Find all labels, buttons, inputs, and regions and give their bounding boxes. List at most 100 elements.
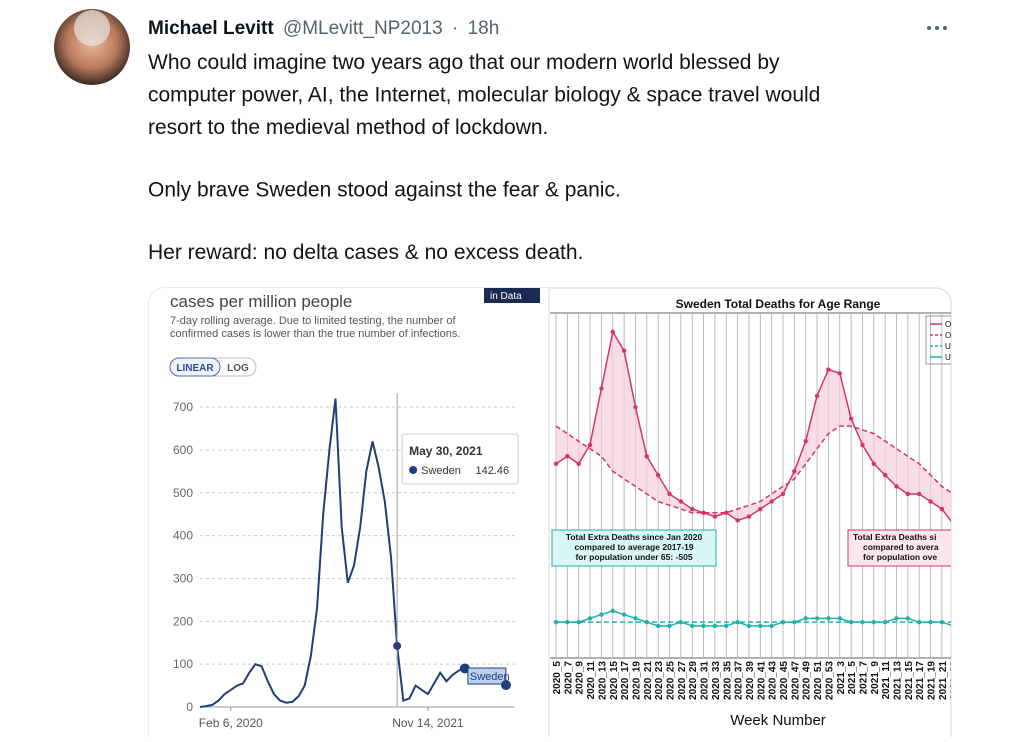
author-handle[interactable]: @MLevitt_NP2013 [283,18,443,39]
y-tick-label: 100 [173,657,193,671]
more-menu[interactable] [927,26,947,30]
annotation-box [847,529,951,567]
x-tick-label: 2020_47 [790,661,801,700]
legend-label: U [945,353,951,362]
end-label-bg [467,667,507,685]
author-name[interactable]: Michael Levitt [148,18,274,39]
series-point [780,619,786,625]
series-point [848,416,854,421]
tooltip-value: 142.46 [475,465,509,477]
end-label: Sweden [470,671,510,683]
series-point [871,461,876,466]
x-tick-label: 2020_35 [722,661,733,700]
x-tick-label: 2020_27 [677,661,688,700]
series-point [746,623,752,629]
series-point [633,616,638,621]
y-tick-label: 500 [173,486,193,500]
series-point [826,616,831,621]
series-line [555,425,951,514]
annotation-text: compared to average 2017-19 [574,542,693,552]
series-point [712,514,718,519]
tooltip-box [401,433,519,485]
series-point [780,491,786,497]
x-tick-label: Feb 6, 2020 [199,716,263,730]
hover-dot [393,641,402,650]
scale-button[interactable]: LINEAR [176,363,214,374]
tooltip-swatch [409,466,418,474]
series-point [644,454,649,459]
chart-subtitle: 7-day rolling average. Due to limited te… [170,315,456,327]
x-tick-label: 2020_29 [688,661,699,700]
annotation-text: for population under 65: -505 [575,552,692,562]
scale-active [169,357,221,377]
tweet-line: Who could imagine two years ago that our… [148,51,780,74]
series-point [837,371,842,376]
series-point [610,608,615,614]
series-point [690,506,695,512]
series-point [792,619,797,625]
series-point [678,619,684,625]
x-tick-label: 2020_41 [756,661,767,700]
series-point [724,623,729,629]
x-tick-label: 2020_11 [586,661,597,700]
x-tick-label: 2020_39 [745,661,756,700]
series-point [746,514,752,519]
x-tick-label: 2020_53 [824,661,835,700]
series-point [860,619,865,625]
series-line [555,329,951,525]
timestamp[interactable]: 18h [468,18,500,39]
series-point [939,619,945,625]
x-tick-label: 2020_5 [552,661,563,695]
tooltip-date: May 30, 2021 [409,444,483,458]
series-point [882,472,888,478]
tooltip-series: Sweden [421,465,461,477]
series-point [894,616,899,621]
scale-button[interactable]: LOG [227,363,249,374]
chart-subtitle: confirmed cases is lower than the true n… [170,328,460,340]
y-tick-label: 600 [173,443,193,457]
series-point [928,499,933,504]
series-point [667,491,672,497]
source-badge-bg [484,288,540,303]
series-point [712,623,718,629]
legend-label: U [945,342,951,351]
x-tick-label: 2020_7 [563,661,574,695]
separator: · [452,18,458,39]
x-tick-label: 2020_45 [779,661,790,700]
series-point [837,616,842,621]
x-tick-label: 2020_25 [666,661,677,700]
x-tick-label: 2021_9 [870,661,881,695]
x-tick-label: 2021_3 [836,661,847,695]
annotation-text: Total Extra Deaths since Jan 2020 [566,532,703,542]
series-point [565,454,570,459]
series-point [803,438,808,444]
series-point [655,623,661,629]
chart-title: cases per million people [170,292,352,311]
series-point [599,612,604,617]
tweet-line: computer power, AI, the Internet, molecu… [148,84,820,107]
media: cases per million people 7-day rolling av… [149,288,951,737]
x-tick-label: 2020_15 [609,661,620,700]
series-point [621,348,627,353]
x-tick-label: Nov 14, 2021 [392,716,464,730]
legend-label: O [945,331,951,340]
chart-title: Sweden Total Deaths for Age Range [676,297,881,311]
series-point [587,616,593,621]
series-point [701,623,706,629]
series-point [928,619,933,625]
series-point [565,619,570,625]
left-chart: cases per million people 7-day rolling av… [149,288,549,737]
x-tick-label: 2021_13 [893,661,904,700]
x-tick-label: 2021_11 [881,661,892,700]
legend-label: O [945,320,951,329]
series-point [553,619,559,625]
x-axis-label: Week Number [730,712,826,729]
series-point [758,623,763,629]
x-tick-label: 2020_19 [631,661,642,700]
series-point [655,472,661,478]
legend-box [925,315,951,365]
tweet-text: Who could imagine two years ago that our… [148,51,820,264]
avatar[interactable] [54,9,130,85]
x-tick-label: 2021_5 [847,661,858,695]
